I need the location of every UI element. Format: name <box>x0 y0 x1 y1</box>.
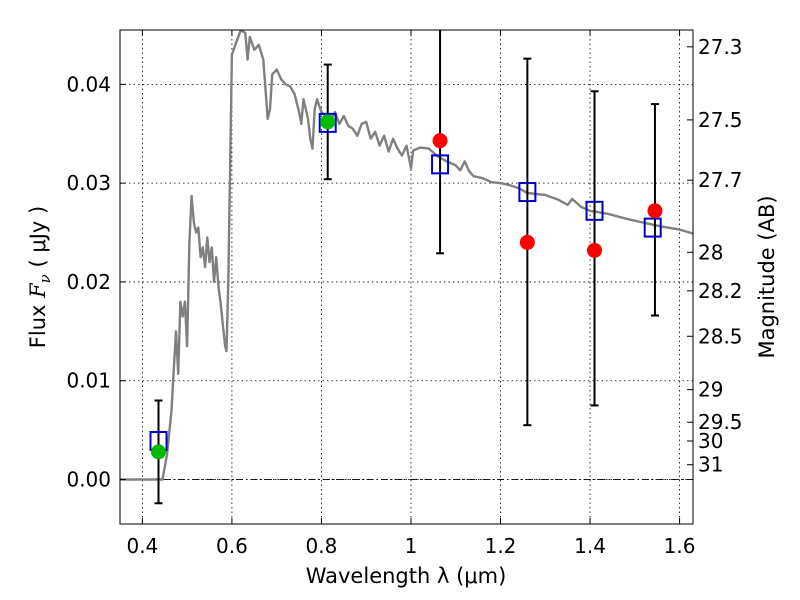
model-box-marker <box>431 154 450 175</box>
y-axis-label-subscript: ν <box>36 274 54 283</box>
right-tick-label: 27.7 <box>698 168 743 192</box>
x-axis-ticks: 0.4 0.6 0.8 1 1.2 1.4 1.6 <box>126 30 695 558</box>
plot-frame <box>119 29 694 525</box>
right-tick-label: 28 <box>698 240 723 264</box>
model-box-marker <box>643 217 662 238</box>
right-tick-label: 27.5 <box>698 108 743 132</box>
y-axis-label-unit: ( μJy ) <box>26 206 50 274</box>
right-tick-label: 28.2 <box>698 279 743 303</box>
y-axis-ticks: 0.00 0.01 0.02 0.03 0.04 <box>66 72 126 492</box>
y-tick-label: 0.01 <box>66 369 111 393</box>
model-box-marker <box>318 112 337 133</box>
measurement-point <box>432 133 448 149</box>
x-tick-label: 1 <box>405 534 418 558</box>
detection-point <box>150 444 166 460</box>
right-tick-label: 27.3 <box>698 35 743 59</box>
y-axis-label-right: Magnitude (AB) <box>755 195 779 358</box>
right-tick-label: 29 <box>698 378 723 402</box>
x-tick-label: 1.6 <box>664 534 696 558</box>
right-tick-label: 31 <box>698 453 723 477</box>
right-tick-label: 29.5 <box>698 410 743 434</box>
grid <box>120 30 693 524</box>
spectrum-curve-group <box>120 30 693 481</box>
spectrum-line <box>120 30 693 481</box>
right-tick-label: 30 <box>698 429 723 453</box>
y-tick-label: 0.02 <box>66 270 111 294</box>
x-tick-label: 0.6 <box>216 534 248 558</box>
y-tick-label: 0.00 <box>66 468 111 492</box>
y-axis-label-symbol: F <box>26 282 50 299</box>
model-box-group <box>149 112 662 452</box>
model-box-marker <box>585 200 604 221</box>
right-tick-label: 28.5 <box>698 324 743 348</box>
detection-point <box>320 114 336 130</box>
y-tick-label: 0.04 <box>66 72 111 96</box>
x-tick-label: 1.2 <box>485 534 517 558</box>
y-tick-label: 0.03 <box>66 171 111 195</box>
measurement-point <box>647 203 663 219</box>
x-tick-label: 0.8 <box>306 534 338 558</box>
x-tick-label: 1.4 <box>574 534 606 558</box>
y-axis-label-left: Flux Fν ( μJy ) <box>26 206 54 348</box>
model-box-marker <box>518 182 537 203</box>
x-tick-label: 0.4 <box>126 534 158 558</box>
measurement-point <box>519 234 535 250</box>
x-axis-label: Wavelength λ (μm) <box>306 564 507 588</box>
measurement-point <box>587 242 603 258</box>
observed-point-group <box>150 114 663 460</box>
y-axis-label-prefix: Flux <box>26 298 50 348</box>
